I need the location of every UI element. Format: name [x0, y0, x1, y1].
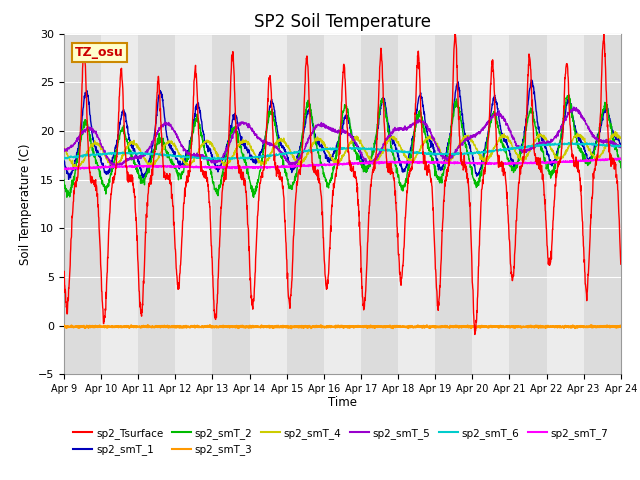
- Text: TZ_osu: TZ_osu: [75, 46, 124, 59]
- X-axis label: Time: Time: [328, 396, 357, 408]
- Bar: [212, 34, 250, 374]
- Title: SP2 Soil Temperature: SP2 Soil Temperature: [254, 12, 431, 31]
- Bar: [64, 34, 101, 374]
- Legend: sp2_Tsurface, sp2_smT_1, sp2_smT_2, sp2_smT_3, sp2_smT_4, sp2_smT_5, sp2_smT_6, : sp2_Tsurface, sp2_smT_1, sp2_smT_2, sp2_…: [69, 424, 612, 459]
- Bar: [287, 34, 324, 374]
- Bar: [250, 34, 287, 374]
- Bar: [621, 34, 640, 374]
- Bar: [584, 34, 621, 374]
- Bar: [361, 34, 398, 374]
- Bar: [509, 34, 547, 374]
- Bar: [398, 34, 435, 374]
- Bar: [472, 34, 509, 374]
- Bar: [547, 34, 584, 374]
- Y-axis label: Soil Temperature (C): Soil Temperature (C): [19, 143, 33, 265]
- Bar: [138, 34, 175, 374]
- Bar: [435, 34, 472, 374]
- Bar: [324, 34, 361, 374]
- Bar: [175, 34, 212, 374]
- Bar: [101, 34, 138, 374]
